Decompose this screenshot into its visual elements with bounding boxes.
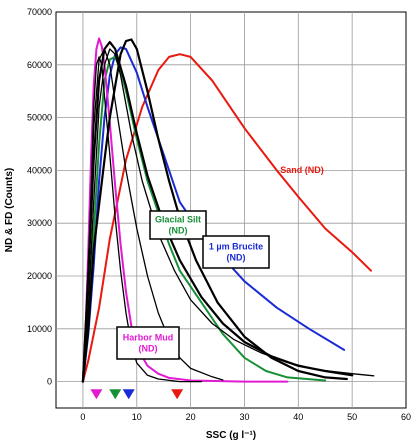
x-tick-label: 40 bbox=[293, 412, 303, 422]
y-tick-label: 20000 bbox=[27, 271, 52, 281]
annotation-box-glacial bbox=[149, 210, 207, 240]
annotation-sand: Sand (ND) bbox=[280, 165, 324, 175]
annotation-harbor: Harbor Mud (ND) bbox=[123, 333, 174, 354]
series-line-6 bbox=[81, 38, 348, 383]
series-line-7 bbox=[82, 56, 203, 383]
y-tick-label: 50000 bbox=[27, 113, 52, 123]
x-tick-label: 0 bbox=[80, 412, 85, 422]
marker-triangle-2 bbox=[109, 389, 122, 400]
series-sand-nd bbox=[81, 53, 372, 383]
marker-triangle-4 bbox=[171, 389, 184, 400]
series-line-8 bbox=[82, 48, 224, 383]
x-tick-label: 50 bbox=[347, 412, 357, 422]
series-harbor-mud-nd bbox=[81, 37, 289, 383]
annotation-box-harbor bbox=[116, 326, 180, 360]
series-line-9 bbox=[82, 48, 375, 383]
y-tick-label: 30000 bbox=[27, 218, 52, 228]
plot-area bbox=[55, 11, 407, 409]
y-tick-label: 10000 bbox=[27, 324, 52, 334]
x-axis-title: SSC (g l⁻¹) bbox=[206, 430, 256, 441]
annotation-glacial: Glacial Silt (ND) bbox=[155, 215, 201, 236]
annotation-box-brucite bbox=[202, 235, 270, 269]
x-tick-label: 10 bbox=[132, 412, 142, 422]
annotation-brucite: 1 µm Brucite (ND) bbox=[209, 242, 263, 263]
marker-triangle-1 bbox=[90, 389, 103, 400]
y-tick-label: 40000 bbox=[27, 165, 52, 175]
series-1-m-brucite-nd bbox=[81, 46, 346, 383]
series-glacial-silt-nd bbox=[81, 55, 327, 383]
marker-triangle-3 bbox=[122, 389, 135, 400]
y-tick-label: 0 bbox=[47, 377, 52, 387]
y-axis-title: ND & FD (Counts) bbox=[4, 168, 15, 252]
y-tick-label: 60000 bbox=[27, 60, 52, 70]
x-tick-label: 60 bbox=[401, 412, 411, 422]
x-tick-label: 20 bbox=[186, 412, 196, 422]
y-tick-label: 70000 bbox=[27, 7, 52, 17]
x-tick-label: 30 bbox=[239, 412, 249, 422]
